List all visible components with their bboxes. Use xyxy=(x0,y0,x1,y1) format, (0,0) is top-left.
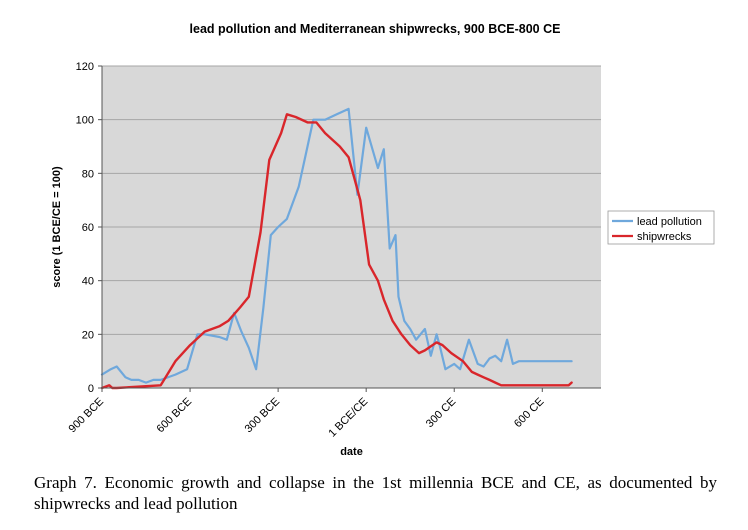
y-tick-label: 0 xyxy=(88,383,94,395)
x-axis-label: date xyxy=(340,446,363,458)
y-tick-label: 40 xyxy=(82,276,94,288)
x-tick-label: 300 CE xyxy=(424,396,458,430)
chart: lead pollution and Mediterranean shipwre… xyxy=(51,22,715,458)
legend: lead pollution shipwrecks xyxy=(607,210,715,245)
x-tick-label: 600 BCE xyxy=(155,396,195,436)
series-layer xyxy=(100,107,573,390)
y-tick-label: 20 xyxy=(82,329,94,341)
gridlines xyxy=(102,65,601,335)
legend-label-lead-pollution: lead pollution xyxy=(637,216,702,228)
y-axis-ticks: 0 20 40 60 80 100 120 xyxy=(76,61,102,395)
x-tick-label: 300 BCE xyxy=(243,396,283,436)
series-line-lead-pollution xyxy=(100,107,573,384)
series-line-shipwrecks xyxy=(100,113,573,390)
figure-caption: Graph 7. Economic growth and collapse in… xyxy=(34,473,717,513)
y-tick-label: 120 xyxy=(76,61,94,73)
y-tick-label: 60 xyxy=(82,222,94,234)
x-axis-ticks: 900 BCE 600 BCE 300 BCE 1 BCE/CE 300 CE 600 C… xyxy=(67,388,546,440)
legend-label-shipwrecks: shipwrecks xyxy=(637,231,692,243)
chart-title: lead pollution and Mediterranean shipwre… xyxy=(190,22,561,36)
x-tick-label: 900 BCE xyxy=(67,396,107,436)
legend-box xyxy=(607,210,715,245)
x-tick-label: 600 CE xyxy=(512,396,546,430)
y-tick-label: 80 xyxy=(82,168,94,180)
y-tick-label: 100 xyxy=(76,115,94,127)
y-axis-label: score (1 BCE/CE = 100) xyxy=(51,166,63,288)
x-tick-label: 1 BCE/CE xyxy=(326,396,370,440)
